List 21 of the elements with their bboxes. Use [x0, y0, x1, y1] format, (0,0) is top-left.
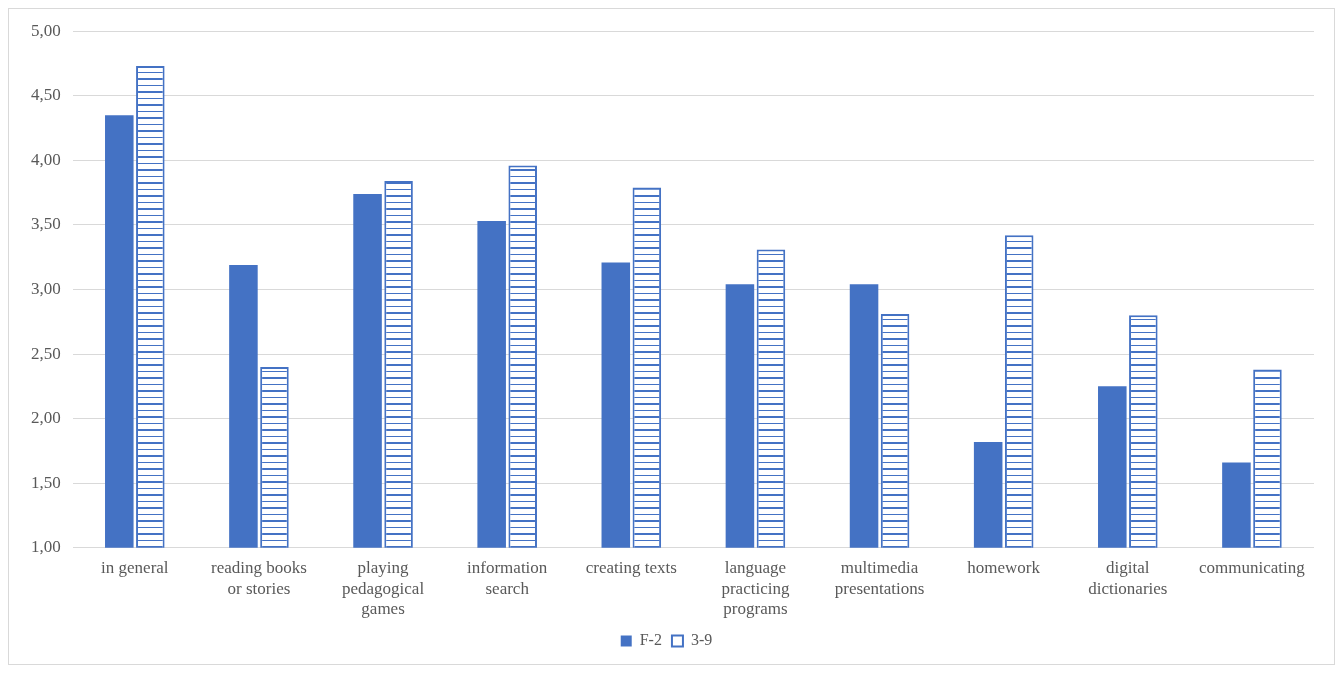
x-tick-label: playing pedagogical games [341, 558, 425, 619]
y-tick-label: 4,50 [31, 85, 61, 105]
y-tick-label: 3,50 [31, 214, 61, 234]
legend-label: 3-9 [690, 631, 713, 649]
legend-label: F-2 [639, 631, 662, 649]
x-tick-label: reading books or stories [211, 558, 307, 598]
x-tick-label: language practicing programs [721, 558, 790, 619]
y-tick-label: 4,00 [31, 149, 61, 169]
x-tick-label: information search [467, 558, 548, 598]
x-tick-label: multimedia presentations [834, 558, 925, 598]
y-tick-label: 3,00 [31, 278, 61, 298]
y-tick-label: 2,00 [31, 408, 61, 428]
x-tick-label: communicating [1199, 558, 1306, 578]
x-tick-label: in general [101, 558, 169, 578]
y-tick-label: 1,50 [31, 472, 61, 492]
y-tick-label: 2,50 [31, 343, 61, 363]
x-tick-label: digital dictionaries [1088, 558, 1168, 598]
x-tick-label: creating texts [585, 558, 677, 578]
y-tick-label: 5,00 [31, 20, 61, 40]
x-tick-label: homework [967, 558, 1041, 578]
y-tick-label: 1,00 [31, 537, 61, 557]
